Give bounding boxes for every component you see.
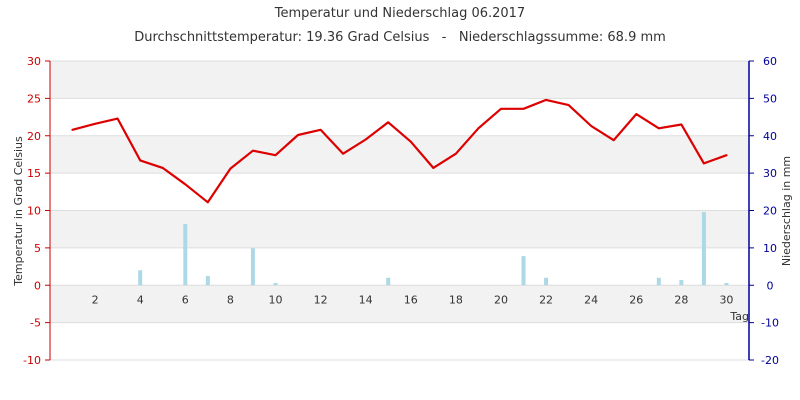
x-tick-labels: 2 4 6 8 10 12 14 16 18 20 22 24 26 28 30: [92, 293, 734, 306]
left-tick-label: 0: [34, 279, 41, 292]
left-tick-label: 25: [27, 92, 41, 105]
x-tick-label: 22: [539, 293, 553, 306]
right-tick-label: 40: [763, 130, 777, 143]
x-tick-label: 8: [227, 293, 234, 306]
x-tick-label: 16: [404, 293, 418, 306]
left-tick-label: -10: [23, 354, 41, 367]
left-tick-label: 10: [27, 205, 41, 218]
precipitation-bar: [724, 283, 729, 286]
background-band: [50, 135, 749, 174]
right-tick-label: 10: [763, 242, 777, 255]
right-tick-label: -20: [761, 354, 779, 367]
left-tick-labels: -10 -5 0 5 10 15 20 25 30: [23, 55, 50, 367]
right-tick-label: 20: [763, 205, 777, 218]
left-axis-label: Temperatur in Grad Celsius: [12, 136, 25, 287]
right-tick-label: -10: [761, 317, 779, 330]
precipitation-bar: [183, 223, 188, 286]
right-axis-label: Niederschlag in mm: [780, 156, 793, 266]
background-band: [50, 285, 749, 323]
background-band: [50, 61, 749, 99]
x-tick-label: 30: [719, 293, 733, 306]
precipitation-bar: [544, 277, 549, 286]
x-tick-label: 18: [449, 293, 463, 306]
precipitation-bar: [386, 277, 391, 286]
chart-subtitle: Durchschnittstemperatur: 19.36 Grad Cels…: [134, 30, 666, 45]
temperature-line: [71, 98, 728, 204]
background-band: [50, 210, 749, 248]
left-tick-label: 30: [27, 55, 41, 68]
background-band: [50, 173, 749, 211]
left-tick-label: 5: [34, 242, 41, 255]
x-tick-label: 10: [268, 293, 282, 306]
precipitation-bar: [701, 211, 706, 286]
left-tick-label: 20: [27, 130, 41, 143]
precipitation-bars: [138, 211, 729, 286]
precipitation-bar: [250, 248, 255, 286]
x-tick-label: 26: [629, 293, 643, 306]
precipitation-bar: [205, 275, 210, 286]
gridlines: [50, 60, 749, 361]
x-tick-label: 20: [494, 293, 508, 306]
left-tick-label: -5: [30, 317, 41, 330]
x-tick-label: 28: [674, 293, 688, 306]
precipitation-bar: [138, 270, 143, 286]
temperature-series-line: [71, 98, 728, 204]
right-tick-label: 60: [763, 55, 777, 68]
x-tick-label: 6: [182, 293, 189, 306]
chart-title: Temperatur und Niederschlag 06.2017: [274, 6, 525, 21]
right-tick-labels: -20 -10 0 10 20 30 40 50 60: [749, 55, 779, 367]
right-tick-label: 30: [763, 167, 777, 180]
x-axis-label: Tag: [729, 310, 749, 323]
left-tick-label: 15: [27, 167, 41, 180]
precipitation-bar: [679, 280, 684, 286]
background-band: [50, 98, 749, 136]
precipitation-bar: [521, 256, 526, 286]
plot-background-bands: [50, 61, 749, 360]
precipitation-bar: [273, 283, 278, 286]
right-tick-label: 0: [767, 279, 774, 292]
background-band: [50, 322, 749, 360]
precipitation-bar: [656, 277, 661, 286]
x-tick-label: 14: [359, 293, 373, 306]
x-tick-label: 24: [584, 293, 598, 306]
right-tick-label: 50: [763, 92, 777, 105]
x-tick-label: 12: [314, 293, 328, 306]
x-tick-label: 2: [92, 293, 99, 306]
background-band: [50, 247, 749, 286]
x-tick-label: 4: [137, 293, 144, 306]
